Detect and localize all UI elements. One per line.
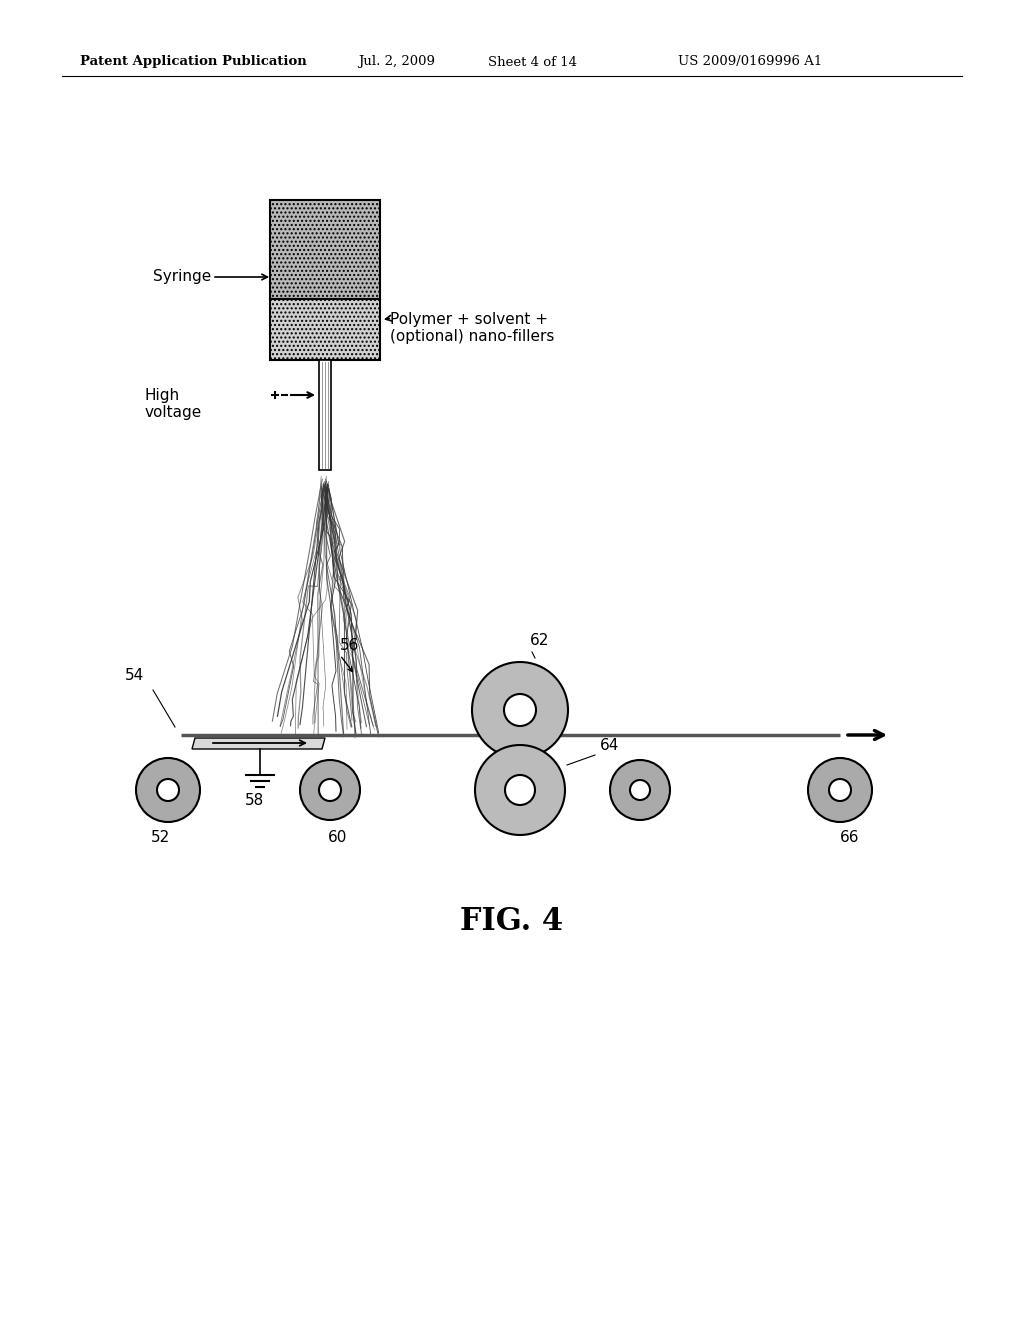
Circle shape — [610, 760, 670, 820]
Text: 64: 64 — [600, 738, 620, 752]
Text: High
voltage: High voltage — [145, 388, 203, 420]
Text: 66: 66 — [841, 830, 860, 845]
Bar — [270, 300, 380, 360]
Circle shape — [505, 775, 535, 805]
Text: Patent Application Publication: Patent Application Publication — [80, 55, 307, 69]
Text: 54: 54 — [124, 668, 143, 682]
Bar — [270, 201, 380, 300]
Circle shape — [157, 779, 179, 801]
Text: 62: 62 — [530, 634, 550, 648]
Text: US 2009/0169996 A1: US 2009/0169996 A1 — [678, 55, 822, 69]
Text: 52: 52 — [151, 830, 170, 845]
Circle shape — [630, 780, 650, 800]
Text: 60: 60 — [329, 830, 348, 845]
Text: 56: 56 — [340, 638, 359, 653]
Text: FIG. 4: FIG. 4 — [461, 906, 563, 937]
Text: 58: 58 — [246, 793, 264, 808]
Bar — [319, 360, 331, 470]
Circle shape — [136, 758, 200, 822]
Circle shape — [319, 779, 341, 801]
Text: Jul. 2, 2009: Jul. 2, 2009 — [358, 55, 435, 69]
Circle shape — [300, 760, 360, 820]
Text: Sheet 4 of 14: Sheet 4 of 14 — [488, 55, 577, 69]
Circle shape — [504, 694, 536, 726]
Circle shape — [472, 663, 568, 758]
Text: Syringe: Syringe — [153, 269, 211, 285]
Circle shape — [829, 779, 851, 801]
Text: Polymer + solvent +
(optional) nano-fillers: Polymer + solvent + (optional) nano-fill… — [390, 312, 554, 345]
Circle shape — [475, 744, 565, 836]
Polygon shape — [193, 738, 325, 748]
Circle shape — [808, 758, 872, 822]
